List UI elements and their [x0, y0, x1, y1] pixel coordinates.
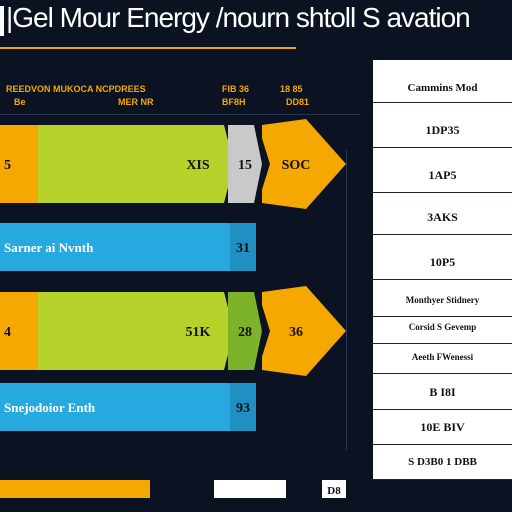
bar-segment [38, 125, 234, 203]
column-header-third: 18 85 [280, 84, 303, 94]
side-panel-value: S D3B0 1 DBB [408, 456, 477, 468]
bar-label: 51K [186, 325, 211, 340]
bar-label: 93 [236, 401, 250, 416]
bar-segment [0, 223, 230, 271]
side-panel-value: Monthyer Stidnery [405, 295, 480, 305]
title-underline [0, 47, 296, 49]
column-header-main: REEDVON MUKOCA NCPDREES [6, 84, 146, 94]
bar-segment [0, 383, 230, 431]
column-header-second: FIB 36 [222, 84, 250, 94]
bar-segment [228, 292, 262, 370]
side-panel-value: 10E BIV [420, 420, 465, 434]
bar-label: XIS [186, 158, 210, 173]
side-panel-value: 1AP5 [428, 168, 457, 182]
bar-label: 4 [4, 325, 11, 340]
side-panel-divider [373, 479, 512, 480]
footer-bar [0, 480, 150, 498]
side-panel-divider [373, 343, 512, 344]
side-panel-divider [373, 409, 512, 410]
grid-line [346, 150, 347, 450]
bar-segment [0, 292, 38, 370]
column-header-main-sub-right: MER NR [118, 97, 154, 107]
bar-label: 15 [238, 158, 252, 173]
bar-segment-arrow [262, 119, 346, 209]
side-panel-divider [373, 279, 512, 280]
footer-bar [214, 480, 286, 498]
column-header-main-sub-left: Be [14, 97, 26, 107]
side-panel-value: Aeeth FWenessi [411, 352, 474, 362]
title-bar [0, 0, 512, 44]
bar-segment-arrow [262, 286, 346, 376]
side-panel-value: 3AKS [427, 210, 458, 224]
bar-label: SOC [282, 158, 311, 173]
side-panel-divider [373, 102, 512, 103]
side-panel: Cammins Mod 1DP35 1AP5 3AKS 10P5 Monthyer St… [373, 60, 512, 480]
bar-label: 31 [236, 241, 250, 256]
side-panel-divider [373, 373, 512, 374]
chart-area: 5 XIS 15 SOC Sarner ai Nvnth 31 4 51K 28 36 Snejod… [0, 119, 346, 498]
title-accent-bar [0, 6, 4, 36]
side-panel-divider [373, 147, 512, 148]
header-divider [0, 114, 360, 115]
bar-label: Snejodoior Enth [4, 400, 96, 415]
bar-segment [230, 223, 256, 271]
bar-segment [0, 125, 38, 203]
column-header-second-sub: BF8H [222, 97, 246, 107]
bar-segment [230, 383, 256, 431]
footer-bar-label: D8 [327, 485, 341, 497]
bar-label: 5 [4, 158, 11, 173]
side-panel-value: Corsid S Gevemp [408, 322, 477, 332]
bar-segment [38, 292, 234, 370]
side-panel-divider [373, 444, 512, 445]
side-panel-value: 1DP35 [425, 123, 460, 137]
side-panel-divider [373, 234, 512, 235]
side-panel-divider [373, 192, 512, 193]
bar-segment [228, 125, 262, 203]
column-header-third-sub: DD81 [286, 97, 310, 107]
side-panel-value: 10P5 [429, 255, 456, 269]
bar-label: Sarner ai Nvnth [4, 240, 94, 255]
side-panel-title: Cammins Mod [407, 82, 478, 94]
bar-separator [256, 286, 270, 376]
side-panel-divider [373, 316, 512, 317]
page-title: |Gel Mour Energy /nourn shtoll S avation [6, 2, 471, 33]
side-panel-value: B I8I [429, 385, 456, 399]
bar-separator [256, 119, 270, 209]
footer-bar [322, 480, 346, 498]
bar-label: 28 [238, 325, 252, 340]
bar-label: 36 [289, 325, 303, 340]
